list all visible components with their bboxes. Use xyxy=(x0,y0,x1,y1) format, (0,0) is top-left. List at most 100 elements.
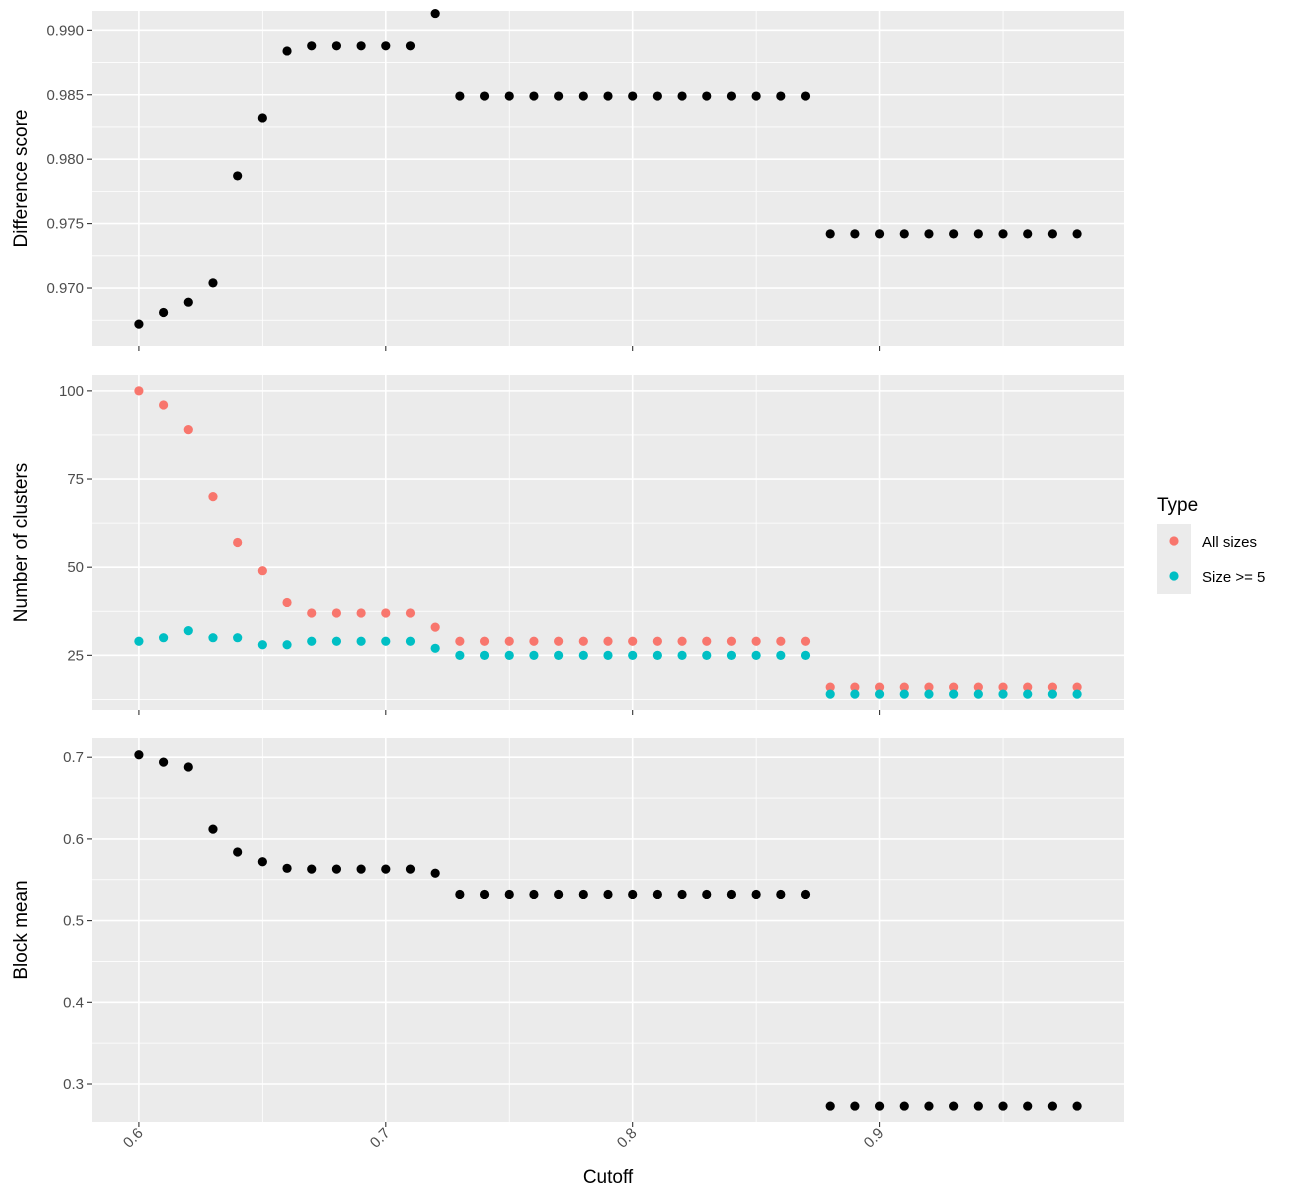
data-point xyxy=(307,636,317,646)
y-tick-label: 0.985 xyxy=(46,87,84,104)
data-point xyxy=(726,889,737,900)
data-point xyxy=(233,171,243,181)
data-point xyxy=(331,636,342,646)
y-tick-label: 25 xyxy=(67,647,84,664)
data-point xyxy=(307,608,317,618)
data-point xyxy=(455,650,465,660)
panel-background xyxy=(92,11,1124,346)
y-tick-label: 100 xyxy=(59,383,84,400)
data-point xyxy=(776,636,786,646)
data-point xyxy=(924,682,934,692)
data-point xyxy=(702,91,712,101)
data-point xyxy=(850,682,860,692)
data-point xyxy=(578,889,588,900)
data-point xyxy=(603,636,613,646)
legend-title: Type xyxy=(1157,495,1198,516)
y-axis-title: Block mean xyxy=(11,880,32,979)
data-point xyxy=(208,492,218,502)
data-point xyxy=(405,864,416,874)
data-point xyxy=(726,636,737,646)
data-point xyxy=(257,857,267,867)
data-point xyxy=(800,650,811,660)
data-point xyxy=(825,229,835,239)
legend-label-all-sizes: All sizes xyxy=(1202,534,1257,551)
data-point xyxy=(356,636,366,646)
x-tick-label: 0.9 xyxy=(861,1125,888,1152)
data-point xyxy=(183,626,193,636)
data-point xyxy=(998,682,1008,692)
data-point xyxy=(800,636,811,646)
x-axis-title: Cutoff xyxy=(583,1167,634,1188)
data-point xyxy=(455,889,465,900)
data-point xyxy=(529,91,539,101)
data-point xyxy=(702,889,712,900)
y-tick-label: 0.990 xyxy=(46,22,84,39)
data-point xyxy=(381,636,391,646)
data-point xyxy=(356,608,366,618)
data-point xyxy=(282,46,292,56)
series-0 xyxy=(134,750,1082,1111)
data-point xyxy=(776,650,786,660)
y-tick-label: 75 xyxy=(67,471,84,488)
data-point xyxy=(455,636,465,646)
y-tick-label: 0.5 xyxy=(63,913,84,930)
data-point xyxy=(603,889,613,900)
data-point xyxy=(628,650,638,660)
data-point xyxy=(282,863,292,873)
y-tick-label: 0.975 xyxy=(46,216,84,233)
data-point xyxy=(479,91,490,101)
legend-key-all-sizes xyxy=(1169,536,1179,546)
data-point xyxy=(158,400,169,410)
data-point xyxy=(874,682,885,692)
data-point xyxy=(554,650,564,660)
data-point xyxy=(998,689,1008,699)
data-point xyxy=(356,864,366,874)
data-point xyxy=(554,889,564,900)
data-point xyxy=(158,757,169,767)
data-point xyxy=(726,91,737,101)
data-point xyxy=(1047,689,1058,699)
data-point xyxy=(652,650,662,660)
data-point xyxy=(479,650,490,660)
y-tick-label: 0.980 xyxy=(46,151,84,168)
data-point xyxy=(183,297,193,307)
data-point xyxy=(628,636,638,646)
data-point xyxy=(504,650,514,660)
data-point xyxy=(1072,229,1082,239)
data-point xyxy=(702,636,712,646)
data-point xyxy=(652,91,662,101)
data-point xyxy=(850,1101,860,1111)
data-point xyxy=(924,229,934,239)
data-point xyxy=(405,636,416,646)
data-point xyxy=(208,633,218,643)
y-tick-label: 0.7 xyxy=(63,749,84,766)
panel-difference-score: 0.970 0.975 0.980 0.985 0.990 Difference scor… xyxy=(11,8,1124,351)
data-point xyxy=(233,847,243,857)
data-point xyxy=(158,307,169,318)
data-point xyxy=(479,636,490,646)
data-point xyxy=(702,650,712,660)
y-tick-label: 0.3 xyxy=(63,1076,84,1093)
data-point xyxy=(1023,229,1033,239)
data-point xyxy=(1023,682,1033,692)
data-point xyxy=(233,537,243,548)
data-point xyxy=(381,41,391,51)
y-tick-label: 0.6 xyxy=(63,831,84,848)
data-point xyxy=(134,636,144,646)
data-point xyxy=(455,91,465,101)
data-point xyxy=(628,91,638,101)
data-point xyxy=(381,864,391,874)
data-point xyxy=(677,889,687,900)
data-point xyxy=(652,636,662,646)
data-point xyxy=(998,229,1008,239)
data-point xyxy=(134,750,144,760)
data-point xyxy=(677,650,687,660)
data-point xyxy=(1047,682,1058,692)
data-point xyxy=(430,643,440,653)
data-point xyxy=(134,386,144,396)
data-point xyxy=(257,566,267,576)
data-point xyxy=(554,636,564,646)
x-tick-label: 0.8 xyxy=(614,1125,641,1152)
